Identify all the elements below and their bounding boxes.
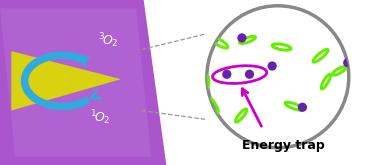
- Circle shape: [237, 33, 246, 43]
- Polygon shape: [0, 0, 166, 165]
- Text: Energy trap: Energy trap: [242, 139, 325, 152]
- Circle shape: [298, 103, 307, 112]
- Text: $^1\!O_2$: $^1\!O_2$: [90, 109, 110, 127]
- Text: $^3\!O_2$: $^3\!O_2$: [98, 31, 118, 50]
- Circle shape: [268, 61, 277, 71]
- Circle shape: [222, 70, 231, 79]
- Circle shape: [245, 70, 254, 79]
- Polygon shape: [11, 51, 121, 111]
- Polygon shape: [0, 8, 151, 157]
- Circle shape: [343, 58, 352, 67]
- Circle shape: [207, 6, 349, 148]
